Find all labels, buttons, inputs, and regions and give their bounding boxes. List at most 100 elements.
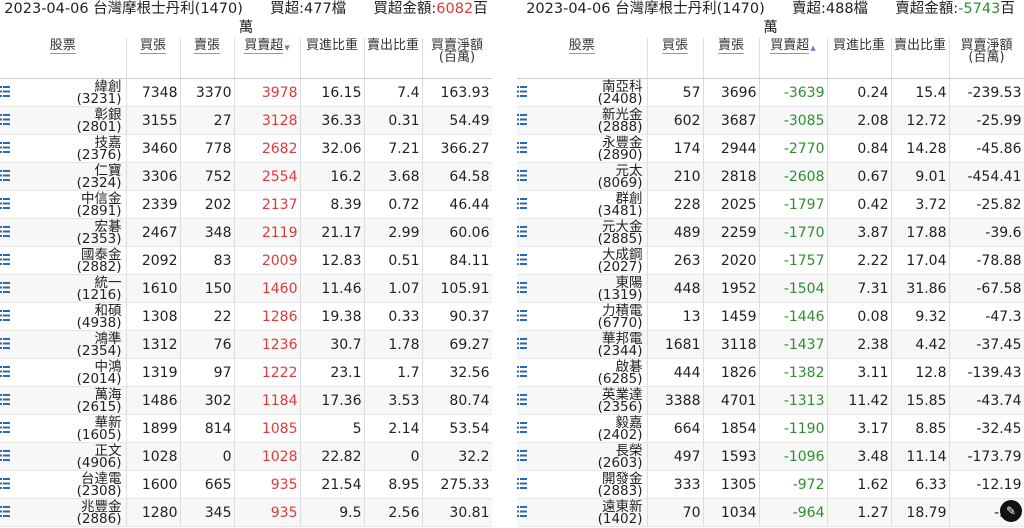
stock-cell[interactable]: 國泰金 (2882): [0, 246, 127, 275]
list-icon[interactable]: [517, 450, 527, 461]
chat-icon[interactable]: ✎: [1000, 500, 1022, 522]
col-sell[interactable]: 賣張: [180, 38, 235, 79]
list-icon[interactable]: [517, 478, 527, 489]
stock-name[interactable]: 彰銀: [94, 107, 122, 123]
list-icon[interactable]: [0, 282, 10, 293]
list-icon[interactable]: [0, 422, 10, 433]
stock-name[interactable]: 兆豐金: [81, 499, 122, 515]
table-row[interactable]: 啟碁 (6285) 444 1826 -1382 3.11 12.8 -139.43: [517, 358, 1024, 387]
stock-cell[interactable]: 台達電 (2308): [0, 470, 127, 499]
col-amount[interactable]: 買賣淨額(百萬): [949, 38, 1024, 79]
list-icon[interactable]: [517, 338, 527, 349]
stock-cell[interactable]: 元大金 (2885): [517, 218, 648, 247]
stock-cell[interactable]: 遠東新 (1402): [517, 498, 648, 527]
table-row[interactable]: 英業達 (2356) 3388 4701 -1313 11.42 15.85 -43.74: [517, 386, 1024, 415]
table-row[interactable]: 國泰金 (2882) 2092 83 2009 12.83 0.51 84.11: [0, 246, 492, 275]
table-row[interactable]: 華新 (1605) 1899 814 1085 5 2.14 53.54: [0, 414, 492, 443]
stock-name[interactable]: 華邦電: [602, 331, 643, 347]
table-row[interactable]: 中信金 (2891) 2339 202 2137 8.39 0.72 46.44: [0, 190, 492, 219]
stock-cell[interactable]: 中信金 (2891): [0, 190, 127, 219]
stock-cell[interactable]: 新光金 (2888): [517, 106, 648, 135]
stock-name[interactable]: 啟碁: [615, 359, 643, 375]
stock-cell[interactable]: 仁寶 (2324): [0, 162, 127, 191]
col-amount[interactable]: 買賣淨額(百萬): [422, 38, 492, 79]
stock-cell[interactable]: 長榮 (2603): [517, 442, 648, 471]
stock-cell[interactable]: 啟碁 (6285): [517, 358, 648, 387]
stock-name[interactable]: 仁寶: [94, 163, 122, 179]
stock-name[interactable]: 永豐金: [602, 135, 643, 151]
list-icon[interactable]: [0, 142, 10, 153]
stock-cell[interactable]: 正文 (4906): [0, 442, 127, 471]
stock-cell[interactable]: 和碩 (4938): [0, 302, 127, 331]
stock-name[interactable]: 遠東新: [602, 499, 643, 515]
stock-cell[interactable]: 萬海 (2615): [0, 386, 127, 415]
col-buy-pct[interactable]: 買進比重: [827, 38, 892, 79]
stock-name[interactable]: 南亞科: [602, 79, 643, 95]
col-buy[interactable]: 買張: [647, 38, 704, 79]
list-icon[interactable]: [0, 198, 10, 209]
stock-cell[interactable]: 鴻準 (2354): [0, 330, 127, 359]
stock-cell[interactable]: 大成鋼 (2027): [517, 246, 648, 275]
list-icon[interactable]: [517, 310, 527, 321]
stock-name[interactable]: 英業達: [602, 387, 643, 403]
stock-cell[interactable]: 開發金 (2883): [517, 470, 648, 499]
list-icon[interactable]: [0, 226, 10, 237]
col-net[interactable]: 買賣超▲: [759, 38, 828, 79]
stock-cell[interactable]: 南亞科 (2408): [517, 78, 648, 107]
list-icon[interactable]: [517, 86, 527, 97]
list-icon[interactable]: [517, 114, 527, 125]
list-icon[interactable]: [0, 506, 10, 517]
list-icon[interactable]: [0, 394, 10, 405]
table-row[interactable]: 元太 (8069) 210 2818 -2608 0.67 9.01 -454.41: [517, 162, 1024, 191]
table-row[interactable]: 華邦電 (2344) 1681 3118 -1437 2.38 4.42 -37.45: [517, 330, 1024, 359]
list-icon[interactable]: [0, 170, 10, 181]
list-icon[interactable]: [0, 310, 10, 321]
col-buy[interactable]: 買張: [126, 38, 181, 79]
stock-cell[interactable]: 永豐金 (2890): [517, 134, 648, 163]
list-icon[interactable]: [0, 114, 10, 125]
table-row[interactable]: 毅嘉 (2402) 664 1854 -1190 3.17 8.85 -32.45: [517, 414, 1024, 443]
stock-name[interactable]: 長榮: [615, 443, 643, 459]
stock-name[interactable]: 萬海: [94, 387, 122, 403]
table-row[interactable]: 東陽 (1319) 448 1952 -1504 7.31 31.86 -67.58: [517, 274, 1024, 303]
table-row[interactable]: 彰銀 (2801) 3155 27 3128 36.33 0.31 54.49: [0, 106, 492, 135]
table-row[interactable]: 力積電 (6770) 13 1459 -1446 0.08 9.32 -47.3: [517, 302, 1024, 331]
stock-name[interactable]: 毅嘉: [615, 415, 643, 431]
list-icon[interactable]: [0, 338, 10, 349]
stock-name[interactable]: 中鴻: [94, 359, 122, 375]
list-icon[interactable]: [517, 506, 527, 517]
list-icon[interactable]: [517, 366, 527, 377]
stock-cell[interactable]: 華邦電 (2344): [517, 330, 648, 359]
table-row[interactable]: 宏碁 (2353) 2467 348 2119 21.17 2.99 60.06: [0, 218, 492, 247]
col-stock[interactable]: 股票: [517, 38, 648, 79]
table-row[interactable]: 鴻準 (2354) 1312 76 1236 30.7 1.78 69.27: [0, 330, 492, 359]
table-row[interactable]: 緯創 (3231) 7348 3370 3978 16.15 7.4 163.93: [0, 78, 492, 107]
stock-cell[interactable]: 技嘉 (2376): [0, 134, 127, 163]
list-icon[interactable]: [0, 366, 10, 377]
stock-name[interactable]: 元大金: [602, 219, 643, 235]
table-row[interactable]: 元大金 (2885) 489 2259 -1770 3.87 17.88 -39.6: [517, 218, 1024, 247]
list-icon[interactable]: [517, 226, 527, 237]
table-row[interactable]: 正文 (4906) 1028 0 1028 22.82 0 32.2: [0, 442, 492, 471]
stock-cell[interactable]: 力積電 (6770): [517, 302, 648, 331]
stock-cell[interactable]: 彰銀 (2801): [0, 106, 127, 135]
col-sell-pct[interactable]: 賣出比重: [891, 38, 950, 79]
stock-name[interactable]: 和碩: [94, 303, 122, 319]
stock-cell[interactable]: 英業達 (2356): [517, 386, 648, 415]
stock-cell[interactable]: 統一 (1216): [0, 274, 127, 303]
stock-name[interactable]: 力積電: [602, 303, 643, 319]
stock-cell[interactable]: 中鴻 (2014): [0, 358, 127, 387]
stock-name[interactable]: 中信金: [81, 191, 122, 207]
table-row[interactable]: 兆豐金 (2886) 1280 345 935 9.5 2.56 30.81: [0, 498, 492, 527]
stock-cell[interactable]: 毅嘉 (2402): [517, 414, 648, 443]
stock-name[interactable]: 群創: [615, 191, 643, 207]
stock-name[interactable]: 華新: [94, 415, 122, 431]
table-row[interactable]: 長榮 (2603) 497 1593 -1096 3.48 11.14 -173.79: [517, 442, 1024, 471]
table-row[interactable]: 和碩 (4938) 1308 22 1286 19.38 0.33 90.37: [0, 302, 492, 331]
stock-name[interactable]: 新光金: [602, 107, 643, 123]
stock-name[interactable]: 大成鋼: [602, 247, 643, 263]
table-row[interactable]: 台達電 (2308) 1600 665 935 21.54 8.95 275.33: [0, 470, 492, 499]
table-row[interactable]: 統一 (1216) 1610 150 1460 11.46 1.07 105.91: [0, 274, 492, 303]
col-stock[interactable]: 股票: [0, 38, 127, 79]
